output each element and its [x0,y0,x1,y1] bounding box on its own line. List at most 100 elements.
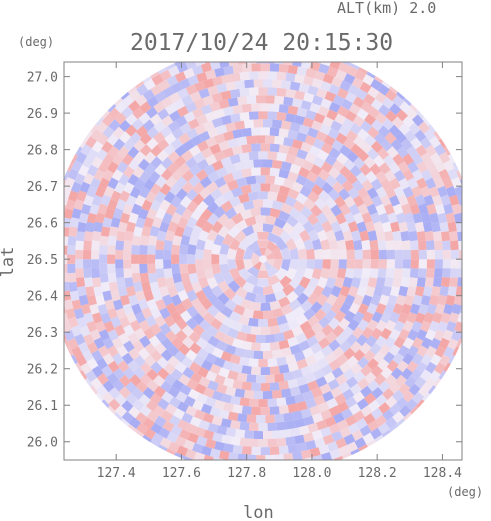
radar-cell [99,235,109,246]
radar-cell [330,259,339,270]
radar-cell [228,452,239,460]
radar-cell [281,120,292,130]
radar-cell [234,120,245,130]
radar-cell [189,163,202,176]
radar-cell [349,165,362,178]
radar-cell [450,240,459,251]
radar-cell [466,196,471,206]
radar-cell [174,361,187,374]
radar-cell [99,254,108,264]
radar-cell [256,240,270,248]
radar-cell [223,402,234,413]
radar-cell [438,168,450,181]
radar-cell [285,72,296,82]
radar-cell [361,294,373,307]
radar-cell [303,327,316,340]
radar-cell [285,395,296,406]
radar-cell [393,320,405,333]
radar-cell [335,132,348,145]
radar-cell [110,316,122,328]
radar-cell [426,303,437,315]
radar-cell [266,252,275,260]
radar-cell [243,259,254,271]
radar-cell [145,399,158,412]
radar-cell [90,128,103,141]
radar-cell [64,205,67,215]
radar-cell [161,391,174,404]
radar-cell [123,138,136,151]
radar-cell [64,245,68,255]
radar-cell [420,212,431,224]
altitude-label: ALT(km) 2.0 [337,0,436,17]
radar-cell [231,363,243,374]
radar-cell [420,186,431,198]
radar-cell [363,93,376,106]
radar-cell [246,135,257,145]
radar-cell [48,241,52,250]
radar-cell [420,353,433,366]
radar-cell [347,187,360,200]
radar-cell [402,115,415,128]
radar-cell [354,437,367,449]
radar-cell [176,445,189,457]
radar-cell [338,188,351,201]
radar-cell [48,268,52,277]
radar-cell [264,247,273,257]
radar-cell [259,263,267,271]
radar-cell [131,388,144,401]
radar-cell [291,181,304,193]
radar-cell [235,219,248,232]
radar-cell [364,134,377,147]
radar-cell [170,424,183,437]
radar-cell [281,247,291,260]
radar-cell [366,358,379,371]
radar-cell [254,294,266,304]
radar-cell [370,427,383,440]
radar-cell [86,186,98,198]
radar-cell [101,110,110,120]
radar-cell [187,432,199,444]
radar-cell [213,150,226,162]
radar-cell [158,67,168,75]
radar-cell [188,144,201,157]
radar-cell [174,71,187,83]
radar-cell [128,417,141,429]
radar-cell [200,208,213,221]
radar-cell [115,198,127,211]
radar-cell [211,253,220,265]
radar-cell [373,221,384,233]
radar-cell [345,110,358,122]
radar-cell [272,119,283,129]
radar-cell [74,173,86,185]
radar-cell [346,249,355,260]
radar-cell [133,355,146,368]
radar-cell [189,91,202,102]
radar-cell [183,395,196,408]
radar-cell [171,379,184,391]
radar-cell [151,432,164,445]
radar-cell [263,199,274,208]
radar-cell [108,119,121,132]
radar-cell [425,160,437,173]
radar-cell [369,342,382,356]
radar-cell [457,277,462,287]
radar-cell [139,272,150,284]
radar-cell [395,109,409,122]
radar-cell [211,415,223,426]
radar-cell [454,185,462,197]
radar-cell [416,277,426,288]
radar-cell [174,281,185,293]
radar-cell [201,220,214,234]
radar-cell [187,74,199,86]
radar-cell [67,338,79,350]
radar-cell [319,123,332,136]
radar-cell [240,324,252,335]
radar-cell [276,421,287,431]
radar-cell [239,421,250,431]
radar-cell [244,216,257,227]
radar-cell [389,195,401,207]
radar-cell [307,190,320,204]
radar-cell [366,148,379,161]
radar-cell [231,294,244,306]
radar-cell [366,319,379,332]
